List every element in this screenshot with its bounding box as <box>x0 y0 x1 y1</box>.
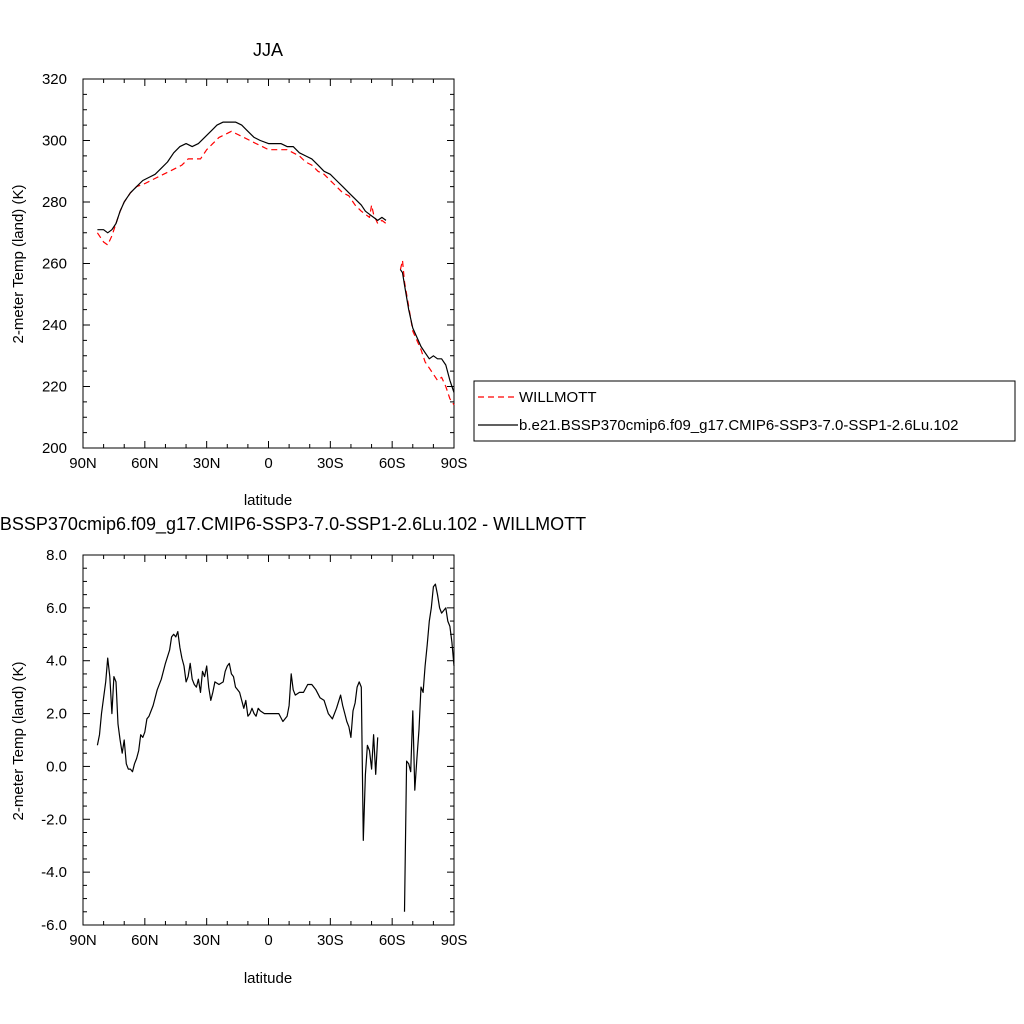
difference-plot-frame <box>82 554 455 926</box>
legend-label-model: b.e21.BSSP370cmip6.f09_g17.CMIP6-SSP3-7.… <box>519 417 958 434</box>
difference-x-tick-label: 30S <box>317 932 344 949</box>
x-tick-label: 90S <box>441 455 468 472</box>
difference-x-tick-label: 30N <box>193 932 221 949</box>
y-tick-label: 300 <box>42 133 67 150</box>
y-axis-label-difference: 2-meter Temp (land) (K) <box>10 662 27 821</box>
difference-series-line-0 <box>403 583 455 912</box>
difference-y-tick-label: 2.0 <box>46 706 67 723</box>
x-tick-label: 30S <box>317 455 344 472</box>
series-line-1 <box>399 269 455 393</box>
x-axis-label-difference: latitude <box>244 970 292 987</box>
plot-area: 90N 60N 30N 0 30S 60S 90S 200 220 240 260 280 300 320 <box>42 71 467 472</box>
plot-area-difference: 90N 60N 30N 0 30S 60S 90S -6.0 -4.0 -2.0 0.0 2.0 4.0… <box>41 547 467 949</box>
difference-x-tick-label: 90S <box>441 932 468 949</box>
difference-y-tick-label: -2.0 <box>41 811 67 828</box>
panel-top: JJA 2-meter Temp (land) (K) latitude 90N… <box>10 40 1016 509</box>
difference-x-tick-label: 60S <box>379 932 406 949</box>
difference-x-tick-label: 90N <box>69 932 97 949</box>
x-tick-label: 60S <box>379 455 406 472</box>
series-line-0 <box>399 259 455 406</box>
chart-title: JJA <box>253 40 283 60</box>
x-tick-label: 60N <box>131 455 159 472</box>
y-tick-label: 240 <box>42 317 67 334</box>
difference-y-tick-label: 0.0 <box>46 758 67 775</box>
plot-frame <box>82 78 455 449</box>
difference-y-tick-label: -4.0 <box>41 864 67 881</box>
legend-box <box>473 380 1016 442</box>
y-tick-label: 220 <box>42 379 67 396</box>
legend: WILLMOTT b.e21.BSSP370cmip6.f09_g17.CMIP… <box>473 380 1016 442</box>
y-tick-label: 200 <box>42 440 67 457</box>
y-axis-label: 2-meter Temp (land) (K) <box>10 185 27 344</box>
x-tick-label: 90N <box>69 455 97 472</box>
difference-y-tick-label: -6.0 <box>41 917 67 934</box>
y-tick-label: 280 <box>42 194 67 211</box>
panel-bottom: b.e21.BSSP370cmip6.f09_g17.CMIP6-SSP3-7.… <box>0 514 586 987</box>
legend-label-willmott: WILLMOTT <box>519 389 597 406</box>
x-axis-label: latitude <box>244 492 292 509</box>
y-tick-label: 260 <box>42 256 67 273</box>
series-line-1 <box>97 121 387 234</box>
chart-title-difference: b.e21.BSSP370cmip6.f09_g17.CMIP6-SSP3-7.… <box>0 514 586 535</box>
difference-y-tick-label: 6.0 <box>46 600 67 617</box>
x-tick-label: 0 <box>264 455 272 472</box>
x-tick-label: 30N <box>193 455 221 472</box>
difference-series-line-0 <box>96 630 379 842</box>
series-line-0 <box>96 130 387 246</box>
difference-y-tick-label: 4.0 <box>46 653 67 670</box>
difference-x-tick-label: 60N <box>131 932 159 949</box>
difference-x-tick-label: 0 <box>264 932 272 949</box>
difference-y-tick-label: 8.0 <box>46 547 67 564</box>
y-tick-label: 320 <box>42 71 67 88</box>
